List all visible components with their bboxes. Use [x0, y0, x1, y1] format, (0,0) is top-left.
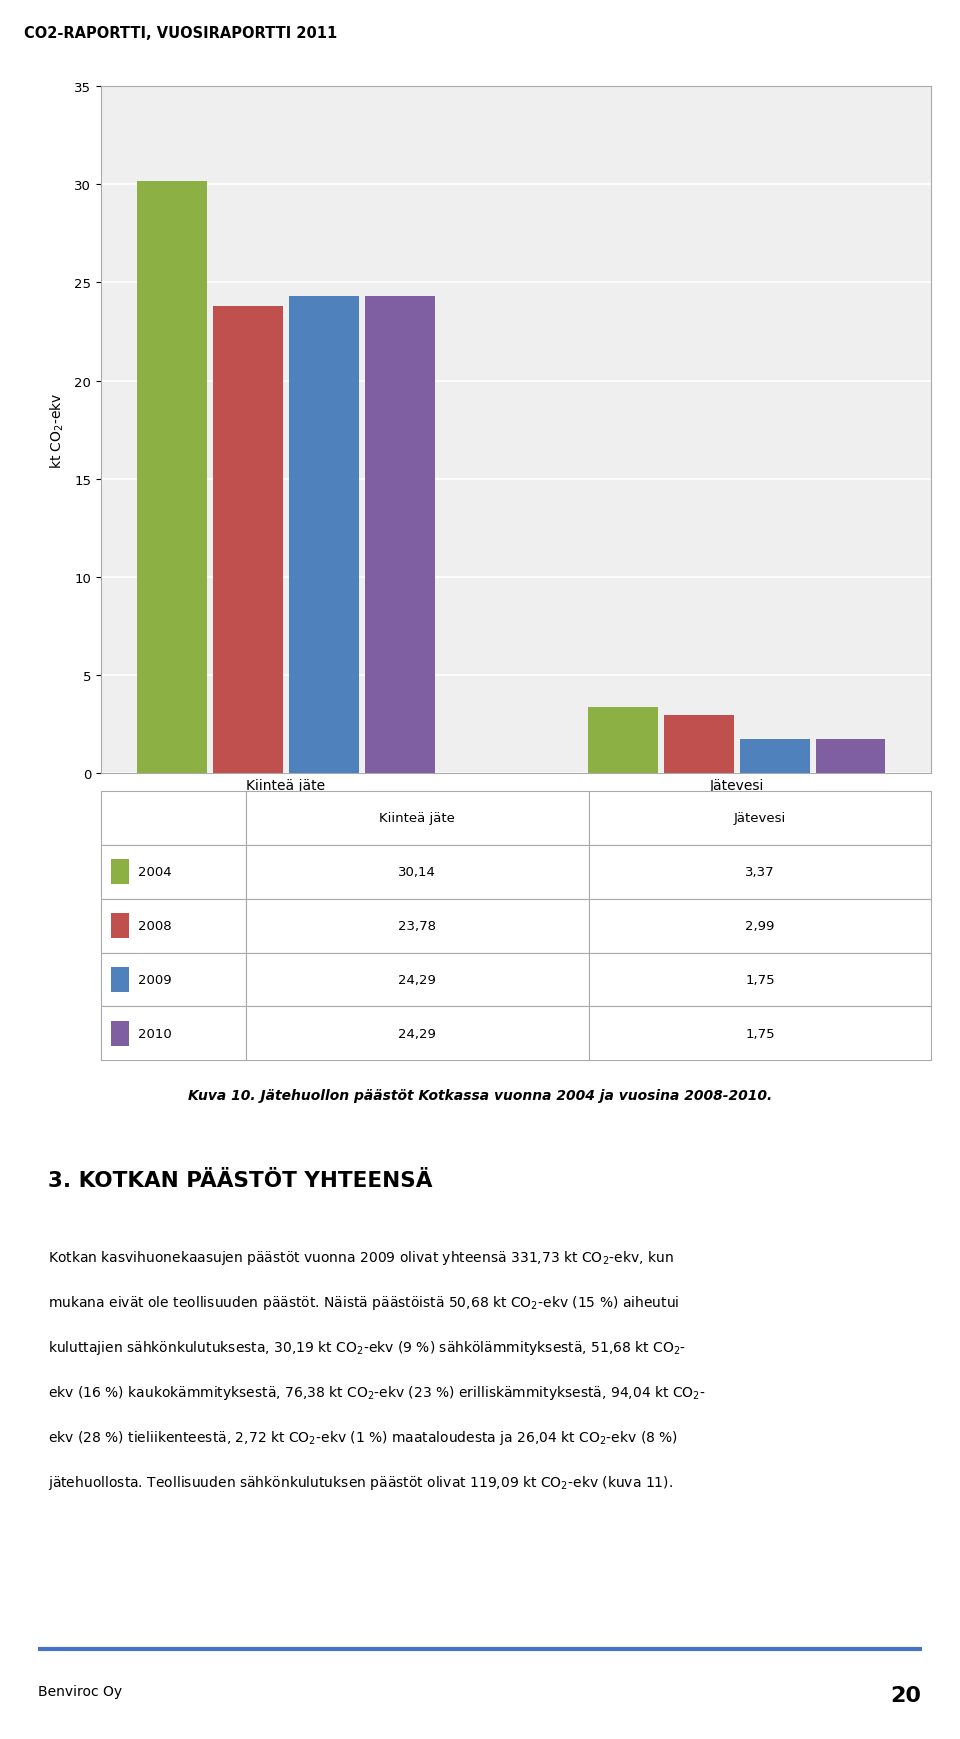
- Bar: [588, 953, 931, 1007]
- Text: 2010: 2010: [138, 1028, 172, 1040]
- Bar: [588, 845, 931, 899]
- Text: Kiinteä jäte: Kiinteä jäte: [379, 812, 455, 824]
- Bar: [137, 183, 207, 774]
- Text: 24,29: 24,29: [398, 974, 437, 986]
- Text: 2009: 2009: [138, 974, 172, 986]
- Text: ekv (16 %) kaukokämmityksestä, 76,38 kt CO$_2$-ekv (23 %) erilliskämmityksestä, : ekv (16 %) kaukokämmityksestä, 76,38 kt …: [48, 1383, 706, 1402]
- Text: jätehuollosta. Teollisuuden sähkönkulutuksen päästöt olivat 119,09 kt CO$_2$-ekv: jätehuollosta. Teollisuuden sähkönkulutu…: [48, 1473, 673, 1490]
- Bar: [101, 1007, 246, 1061]
- Text: kuluttajien sähkönkulutuksesta, 30,19 kt CO$_2$-ekv (9 %) sähkölämmityksestä, 51: kuluttajien sähkönkulutuksesta, 30,19 kt…: [48, 1337, 686, 1356]
- Text: 20: 20: [891, 1685, 922, 1704]
- Text: Benviroc Oy: Benviroc Oy: [38, 1683, 123, 1697]
- Bar: [289, 297, 359, 774]
- Bar: [663, 715, 733, 774]
- Bar: [246, 791, 588, 845]
- Bar: [816, 739, 885, 774]
- Text: 3,37: 3,37: [745, 866, 775, 878]
- Text: 23,78: 23,78: [398, 920, 437, 932]
- Bar: [588, 1007, 931, 1061]
- Bar: [110, 969, 129, 991]
- Bar: [110, 1023, 129, 1045]
- Text: 3. KOTKAN PÄÄSTÖT YHTEENSÄ: 3. KOTKAN PÄÄSTÖT YHTEENSÄ: [48, 1170, 433, 1191]
- Bar: [740, 739, 809, 774]
- Y-axis label: kt CO$_2$-ekv: kt CO$_2$-ekv: [48, 391, 65, 470]
- Text: 30,14: 30,14: [398, 866, 437, 878]
- Bar: [101, 899, 246, 953]
- Bar: [588, 791, 931, 845]
- Bar: [246, 1007, 588, 1061]
- Text: 2004: 2004: [138, 866, 172, 878]
- Bar: [101, 791, 246, 845]
- Text: Jätevesi: Jätevesi: [733, 812, 786, 824]
- Text: 24,29: 24,29: [398, 1028, 437, 1040]
- Bar: [246, 953, 588, 1007]
- Text: 1,75: 1,75: [745, 1028, 775, 1040]
- Text: 1,75: 1,75: [745, 974, 775, 986]
- Bar: [110, 861, 129, 883]
- Text: 2008: 2008: [138, 920, 172, 932]
- Bar: [101, 845, 246, 899]
- Bar: [110, 915, 129, 937]
- Bar: [588, 899, 931, 953]
- Text: 2,99: 2,99: [745, 920, 775, 932]
- Bar: [246, 899, 588, 953]
- Text: mukana eivät ole teollisuuden päästöt. Näistä päästöistä 50,68 kt CO$_2$-ekv (15: mukana eivät ole teollisuuden päästöt. N…: [48, 1294, 680, 1311]
- Bar: [213, 308, 283, 774]
- Text: CO2-RAPORTTI, VUOSIRAPORTTI 2011: CO2-RAPORTTI, VUOSIRAPORTTI 2011: [24, 26, 337, 42]
- Bar: [101, 953, 246, 1007]
- Bar: [246, 845, 588, 899]
- Text: Kuva 10. Jätehuollon päästöt Kotkassa vuonna 2004 ja vuosina 2008-2010.: Kuva 10. Jätehuollon päästöt Kotkassa vu…: [188, 1089, 772, 1103]
- Text: Kotkan kasvihuonekaasujen päästöt vuonna 2009 olivat yhteensä 331,73 kt CO$_2$-e: Kotkan kasvihuonekaasujen päästöt vuonna…: [48, 1249, 674, 1266]
- Bar: [365, 297, 435, 774]
- Text: ekv (28 %) tieliikenteestä, 2,72 kt CO$_2$-ekv (1 %) maataloudesta ja 26,04 kt C: ekv (28 %) tieliikenteestä, 2,72 kt CO$_…: [48, 1428, 678, 1445]
- Bar: [588, 708, 658, 774]
